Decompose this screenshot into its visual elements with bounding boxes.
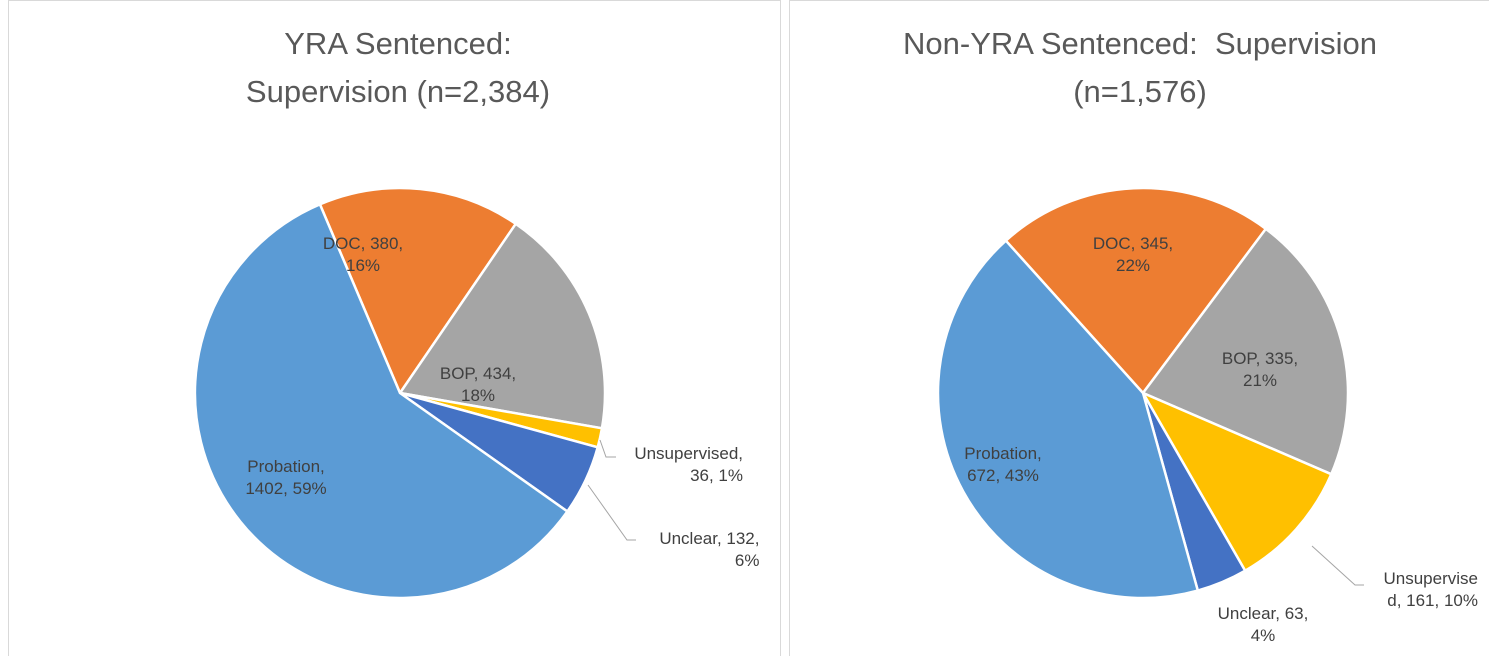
chart-title: Non-YRA Sentenced: Supervision (n=1,576) [903,26,1386,109]
data-label: DOC, 345, 22% [1092,234,1174,275]
pie-slice [1140,390,1333,573]
chart-title: YRA Sentenced: Supervision (n=2,384) [245,26,551,109]
data-label: Probation, 1402, 59% [245,457,327,498]
pie-slice [397,222,607,430]
panel-border [789,0,1489,656]
data-label: Probation, 672, 43% [964,444,1042,485]
data-label: BOP, 335, 21% [1221,349,1299,390]
pie-slice [318,186,518,396]
pie-slice [1004,186,1268,395]
leader-line [587,484,636,541]
data-label: DOC, 380, 16% [322,234,404,275]
data-label: Unclear, 132, 6% [659,529,760,570]
panel-border [8,0,781,656]
leader-line [599,439,616,458]
pie-slice [936,238,1200,600]
data-label: Unsupervised, 161, 10% [1383,569,1479,610]
pie-slice [193,202,570,600]
data-label: BOP, 434, 18% [439,364,517,405]
pie-slice [1141,227,1350,476]
leader-line [1311,545,1364,586]
data-label: Unclear, 63, 4% [1217,604,1309,645]
data-label: Unsupervised, 36, 1% [634,444,743,485]
